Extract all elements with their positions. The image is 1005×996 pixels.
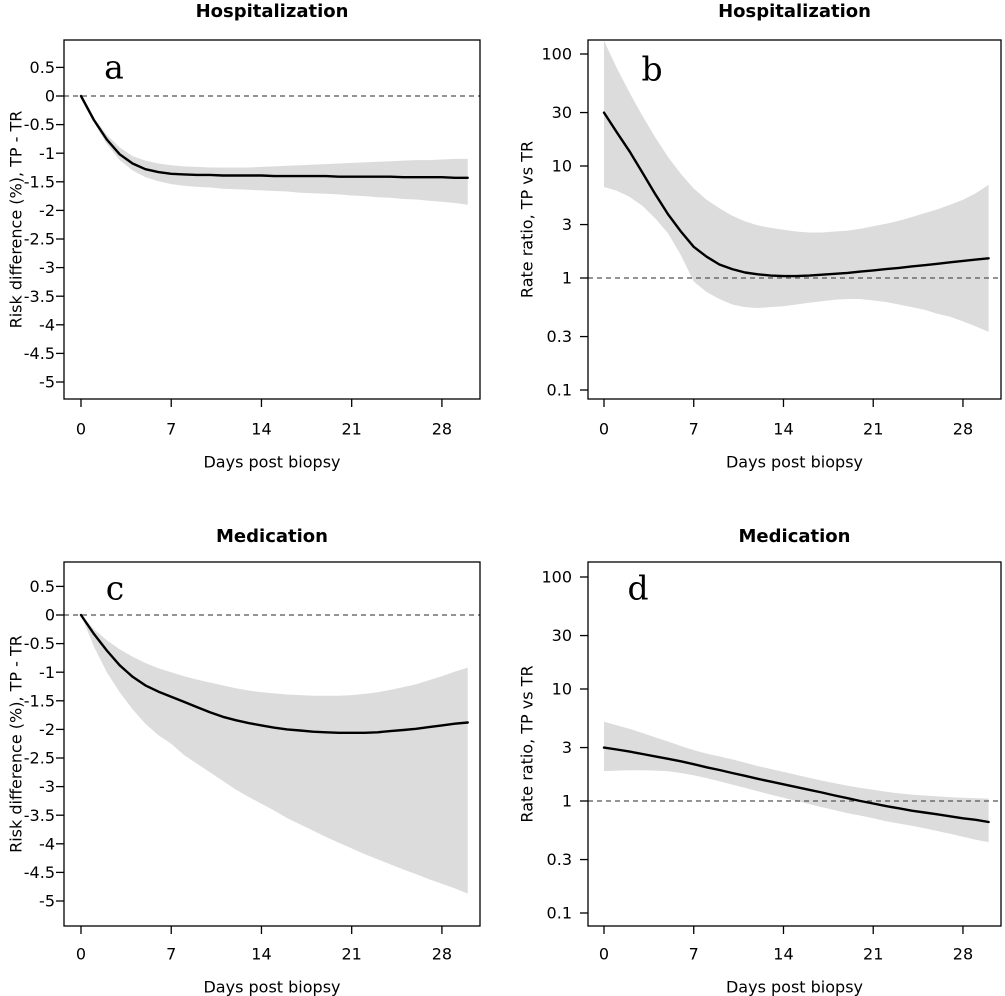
y-tick-label: -4.5 xyxy=(24,863,55,882)
y-tick-label: 3 xyxy=(562,215,572,234)
estimate-line xyxy=(602,111,990,278)
y-axis-label: Rate ratio, TP vs TR xyxy=(518,665,537,822)
x-tick-label: 7 xyxy=(166,420,176,439)
panel-c: 0.5 0 -0.5 -1 -1.5 -2 -2.5 -3 -3.5 -4 -4.5 -5 0 7 14 21… xyxy=(7,561,481,996)
y-tick-label: -4 xyxy=(39,834,55,853)
y-tick-label: -1 xyxy=(39,144,55,163)
y-tick-label: 30 xyxy=(552,103,572,122)
x-tick-label: 21 xyxy=(342,420,362,439)
y-tick-label: 0.1 xyxy=(547,381,572,400)
plot-frame xyxy=(63,561,481,927)
x-tick-label: 28 xyxy=(432,420,452,439)
panel-letter: c xyxy=(106,569,124,608)
estimate-line xyxy=(79,613,469,734)
y-tick-label: 10 xyxy=(552,680,572,699)
panel-letter: b xyxy=(641,50,662,89)
plot-frame xyxy=(587,39,1002,400)
y-tick-label: -2 xyxy=(39,720,55,739)
y-tick-label: -1 xyxy=(39,663,55,682)
panel-letter: a xyxy=(104,48,124,87)
y-tick-label: -2.5 xyxy=(24,230,55,249)
y-tick-label: -0.5 xyxy=(24,115,55,134)
x-tick-label: 0 xyxy=(599,945,609,964)
y-axis-label: Risk difference (%), TP - TR xyxy=(7,111,26,329)
y-tick-label: 0 xyxy=(45,87,55,106)
y-tick-label: 1 xyxy=(562,792,572,811)
panel-d: 100 30 10 3 1 0.3 0.1 0 7 14 21 28 Days post biopsy R… xyxy=(518,561,1002,996)
confidence-band xyxy=(604,721,989,843)
y-tick-label: 0.5 xyxy=(30,58,55,77)
y-tick-label: -3.5 xyxy=(24,806,55,825)
x-axis-label: Days post biopsy xyxy=(726,453,863,472)
plot-frame xyxy=(63,39,481,400)
estimate-line xyxy=(79,94,469,180)
x-tick-label: 28 xyxy=(953,420,973,439)
panel-c-title: Medication xyxy=(216,526,328,547)
y-tick-label: -1.5 xyxy=(24,691,55,710)
panel-letter: d xyxy=(627,569,648,608)
y-tick-label: -4.5 xyxy=(24,344,55,363)
x-tick-label: 28 xyxy=(953,945,973,964)
x-tick-label: 14 xyxy=(251,945,271,964)
y-tick-label: -5 xyxy=(39,373,55,392)
panel-a-title: Hospitalization xyxy=(195,1,349,22)
confidence-band xyxy=(81,96,468,205)
x-tick-label: 7 xyxy=(689,945,699,964)
y-tick-label: 0.1 xyxy=(547,904,572,923)
x-tick-label: 14 xyxy=(251,420,271,439)
x-tick-label: 0 xyxy=(76,420,86,439)
x-tick-label: 14 xyxy=(773,945,793,964)
x-axis-label: Days post biopsy xyxy=(726,978,863,996)
x-tick-label: 7 xyxy=(166,945,176,964)
x-axis-label: Days post biopsy xyxy=(203,453,340,472)
y-tick-label: -1.5 xyxy=(24,172,55,191)
y-axis-label: Risk difference (%), TP - TR xyxy=(7,635,26,853)
y-tick-label: -3 xyxy=(39,777,55,796)
panel-b: 100 30 10 3 1 0.3 0.1 0 7 14 21 28 Days post biopsy R… xyxy=(518,39,1002,472)
y-tick-label: -3.5 xyxy=(24,287,55,306)
x-tick-label: 21 xyxy=(863,945,883,964)
y-tick-label: 30 xyxy=(552,626,572,645)
y-tick-label: -0.5 xyxy=(24,634,55,653)
y-tick-label: 100 xyxy=(541,45,572,64)
confidence-band xyxy=(604,40,989,332)
x-tick-label: 0 xyxy=(599,420,609,439)
x-tick-label: 28 xyxy=(432,945,452,964)
panel-a: 0.5 0 -0.5 -1 -1.5 -2 -2.5 -3 -3.5 -4 -4.5 -5 0 7 14 21… xyxy=(7,39,481,472)
x-tick-label: 21 xyxy=(863,420,883,439)
y-tick-label: 0.3 xyxy=(547,327,572,346)
y-tick-label: -3 xyxy=(39,258,55,277)
y-tick-label: 100 xyxy=(541,568,572,587)
confidence-band xyxy=(81,615,468,894)
y-tick-label: -4 xyxy=(39,315,55,334)
x-tick-label: 7 xyxy=(689,420,699,439)
y-axis-label: Rate ratio, TP vs TR xyxy=(518,141,537,298)
y-tick-label: -2.5 xyxy=(24,749,55,768)
y-tick-label: 0 xyxy=(45,606,55,625)
plot-frame xyxy=(587,561,1002,927)
x-axis-label: Days post biopsy xyxy=(203,978,340,996)
panel-b-title: Hospitalization xyxy=(718,1,871,22)
y-tick-label: 1 xyxy=(562,269,572,288)
y-tick-label: 10 xyxy=(552,157,572,176)
x-tick-label: 0 xyxy=(76,945,86,964)
y-tick-label: -2 xyxy=(39,201,55,220)
y-tick-label: 3 xyxy=(562,738,572,757)
estimate-line xyxy=(602,746,990,824)
y-tick-label: 0.3 xyxy=(547,850,572,869)
x-tick-label: 14 xyxy=(773,420,793,439)
y-tick-label: -5 xyxy=(39,892,55,911)
panel-d-title: Medication xyxy=(738,526,851,547)
x-tick-label: 21 xyxy=(342,945,362,964)
y-tick-label: 0.5 xyxy=(30,577,55,596)
